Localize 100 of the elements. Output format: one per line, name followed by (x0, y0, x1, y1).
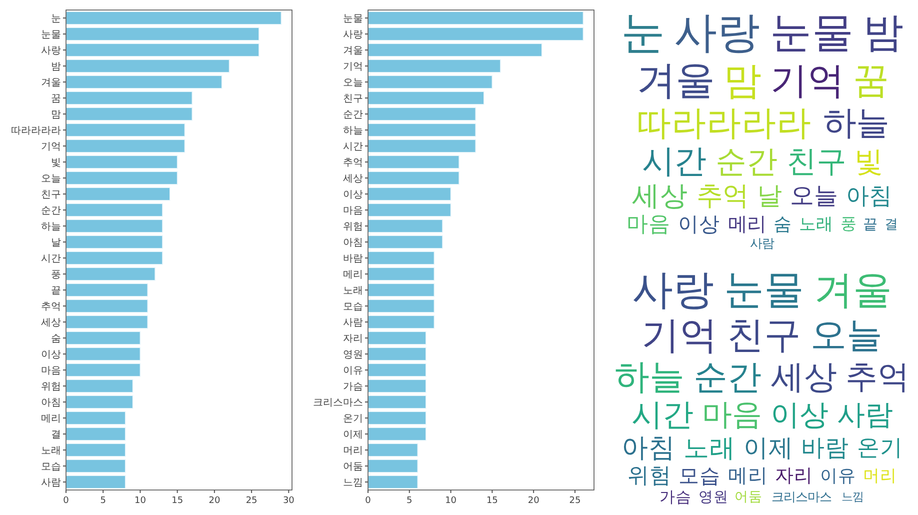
bar (66, 171, 178, 185)
y-tick-label: 머리 (343, 446, 363, 456)
y-tick-label: 영원 (343, 350, 363, 360)
bar (66, 235, 163, 249)
y-tick-label: 크리스마스 (313, 398, 363, 408)
y-tick-label: 숨 (51, 334, 61, 344)
bar (368, 171, 460, 185)
y-tick-label: 위험 (343, 222, 363, 232)
category-label: 꿈 (853, 60, 890, 102)
x-tick-label: 20 (208, 496, 220, 506)
y-tick-label: 겨울 (343, 46, 363, 56)
category-label: 노래 (799, 214, 834, 235)
category-label: 이유 (820, 466, 856, 486)
bar (368, 59, 501, 73)
y-tick-label: 이상 (41, 350, 61, 360)
bar (368, 315, 435, 329)
category-label: 느낌 (842, 490, 864, 504)
bar (66, 411, 126, 425)
category-label: 이상 (678, 212, 720, 236)
category-label: 날 (756, 181, 782, 210)
category-label: 어둠 (734, 489, 763, 506)
y-tick-label: 세상 (41, 318, 61, 328)
category-label: 시간 (631, 396, 694, 433)
category-label: 오늘 (790, 182, 838, 210)
category-label: 겨울 (636, 58, 714, 104)
x-tick-label: 20 (528, 496, 540, 506)
bar (368, 123, 476, 137)
y-tick-label: 사랑 (41, 46, 61, 56)
y-tick-label: 친구 (41, 190, 61, 200)
category-label: 기억 (770, 58, 845, 102)
y-tick-label: 온기 (343, 414, 363, 424)
bar (66, 427, 126, 441)
y-tick-label: 시간 (343, 142, 363, 152)
y-tick-label: 마음 (41, 366, 61, 376)
y-tick-label: 기억 (41, 142, 61, 152)
category-label: 시간 (642, 142, 706, 180)
y-tick-label: 눈물 (41, 30, 61, 40)
category-label: 눈물 (770, 8, 854, 57)
y-tick-label: 겨울 (41, 78, 61, 88)
category-label: 숨 (774, 214, 792, 235)
bar (66, 283, 148, 297)
category-label: 맘 (724, 58, 762, 102)
category-label: 밤 (862, 8, 903, 56)
y-tick-label: 어둠 (343, 462, 363, 472)
y-tick-label: 밤 (51, 62, 61, 72)
bar (66, 379, 134, 393)
bar (66, 219, 163, 233)
category-label: 자리 (775, 466, 814, 487)
category-label: 이상 (770, 397, 828, 432)
category-label: 바람 (801, 434, 850, 462)
bar (368, 283, 435, 297)
bar (66, 43, 260, 57)
y-tick-label: 하늘 (41, 222, 61, 232)
y-tick-label: 친구 (343, 94, 363, 104)
bar (66, 395, 134, 409)
category-label: 모습 (678, 463, 721, 488)
y-tick-label: 사람 (41, 478, 61, 488)
y-tick-label: 눈 (51, 14, 61, 24)
category-label: 아침 (846, 183, 892, 210)
y-tick-label: 날 (51, 238, 61, 248)
bar (66, 315, 148, 329)
y-tick-label: 아침 (41, 398, 61, 408)
bar (368, 27, 584, 41)
bar (66, 59, 230, 73)
bar (368, 363, 426, 377)
category-label: 눈 (621, 7, 666, 58)
category-label: 이제 (743, 432, 794, 462)
bar (368, 75, 493, 89)
bar (368, 299, 435, 313)
bar (66, 155, 178, 169)
category-label: 추억 (696, 180, 748, 212)
category-label: 메리 (728, 212, 766, 236)
category-label: 친구 (727, 313, 802, 356)
y-tick-label: 자리 (343, 334, 363, 344)
bar (66, 475, 126, 489)
bar (368, 347, 426, 361)
y-tick-label: 바람 (343, 254, 363, 264)
y-tick-label: 마음 (343, 206, 363, 216)
y-tick-label: 모습 (41, 462, 61, 472)
category-label: 영원 (698, 490, 728, 506)
x-tick-label: 5 (100, 496, 106, 506)
bar (66, 123, 186, 137)
y-tick-label: 결 (51, 430, 61, 440)
bar (368, 203, 452, 217)
x-tick-label: 15 (172, 496, 184, 506)
y-tick-label: 하늘 (343, 126, 363, 136)
y-tick-label: 노래 (343, 286, 363, 296)
bar (66, 459, 126, 473)
x-tick-label: 30 (282, 496, 295, 506)
bar (368, 379, 426, 393)
bar (368, 43, 542, 57)
y-tick-label: 느낌 (343, 478, 363, 488)
category-label: 가슴 (660, 488, 692, 506)
bar (66, 251, 163, 265)
category-label: 끝 (862, 216, 878, 233)
y-tick-label: 끝 (51, 286, 61, 296)
bar (66, 75, 222, 89)
y-tick-label: 세상 (343, 174, 363, 184)
y-tick-label: 꿈 (51, 94, 61, 104)
x-tick-label: 10 (134, 496, 146, 506)
